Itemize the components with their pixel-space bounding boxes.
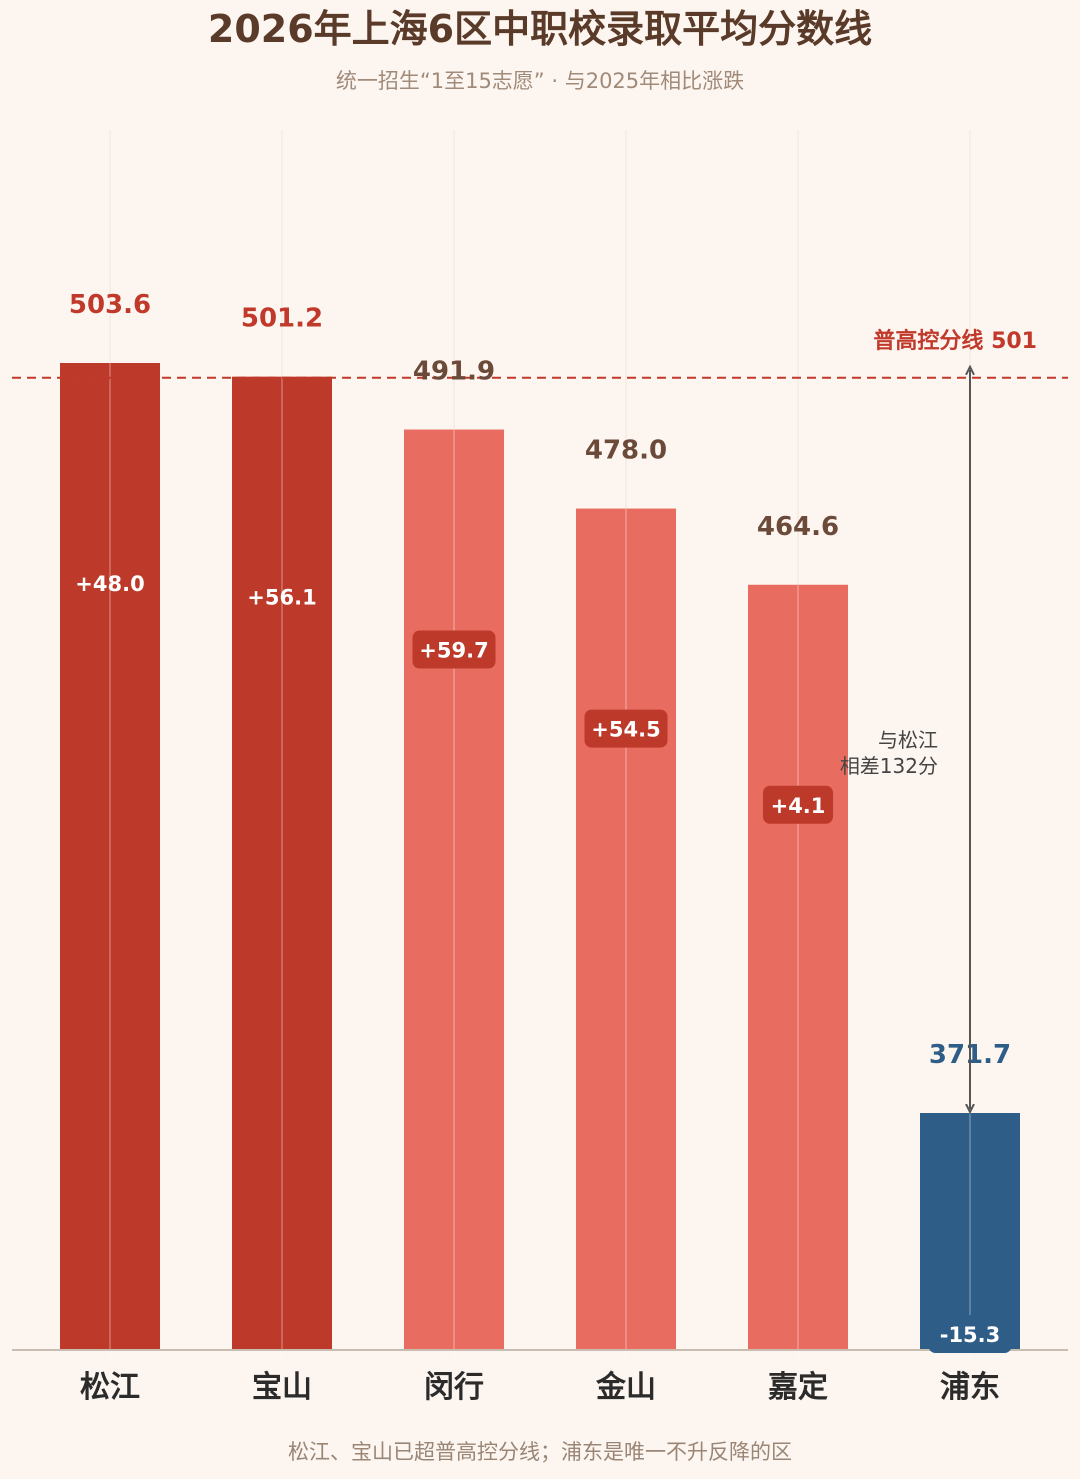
value-label-宝山: 501.2 <box>241 304 323 334</box>
bar-宝山 <box>232 376 332 1350</box>
change-label-松江: +48.0 <box>75 572 144 596</box>
change-badge-浦东 <box>928 1315 1012 1353</box>
value-label-嘉定: 464.6 <box>757 512 839 542</box>
value-label-闵行: 491.9 <box>413 357 495 387</box>
gap-annotation-line2: 相差132分 <box>840 754 938 778</box>
category-label-嘉定: 嘉定 <box>768 1370 828 1405</box>
change-badge-闵行 <box>412 630 496 669</box>
bar-金山 <box>576 508 676 1350</box>
gap-annotation-line1: 与松江 <box>878 728 938 752</box>
category-label-闵行: 闵行 <box>424 1370 484 1405</box>
change-label-闵行: +59.7 <box>419 639 488 663</box>
change-badge-嘉定 <box>763 785 833 824</box>
change-label-浦东: -15.3 <box>940 1323 1001 1347</box>
change-label-金山: +54.5 <box>591 718 660 742</box>
value-label-松江: 503.6 <box>69 290 151 320</box>
reference-line-label: 普高控分线 501 <box>873 328 1037 354</box>
category-label-浦东: 浦东 <box>940 1370 1000 1405</box>
bar-浦东 <box>920 1113 1020 1350</box>
category-label-松江: 松江 <box>80 1370 140 1405</box>
category-label-宝山: 宝山 <box>252 1370 312 1405</box>
change-label-嘉定: +4.1 <box>771 794 826 818</box>
value-label-金山: 478.0 <box>585 436 667 466</box>
chart-footnote: 松江、宝山已超普高控分线；浦东是唯一不升反降的区 <box>288 1440 792 1464</box>
bar-嘉定 <box>748 584 848 1350</box>
chart-subtitle: 统一招生“1至15志愿” · 与2025年相比涨跌 <box>335 69 745 93</box>
bar-闵行 <box>404 429 504 1350</box>
chart-title: 2026年上海6区中职校录取平均分数线 <box>207 7 873 51</box>
change-label-宝山: +56.1 <box>247 586 316 610</box>
change-badge-金山 <box>584 709 668 748</box>
bar-松江 <box>60 363 160 1350</box>
category-label-金山: 金山 <box>595 1370 656 1405</box>
